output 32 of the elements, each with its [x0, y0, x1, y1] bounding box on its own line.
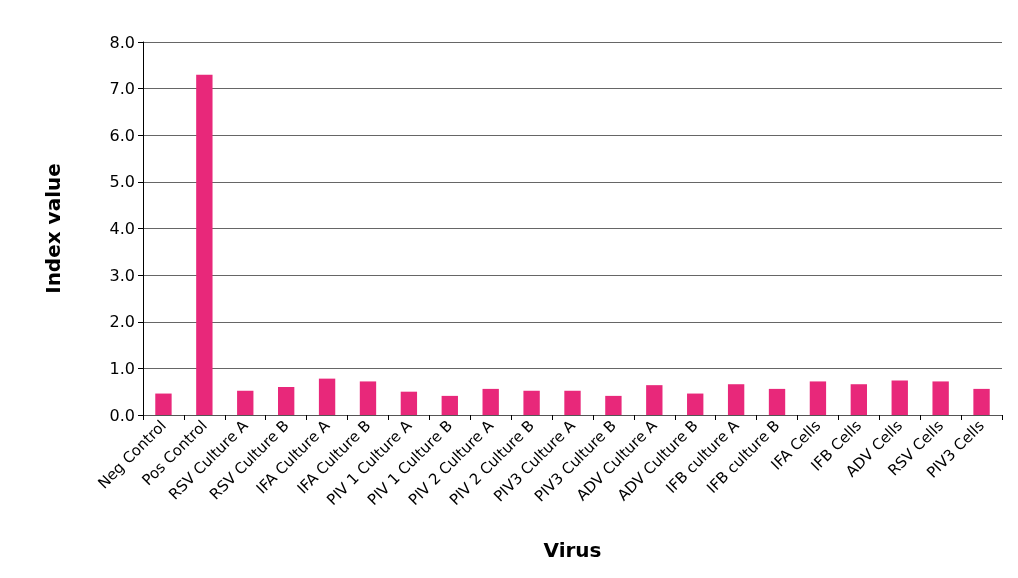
- bar: [809, 381, 827, 415]
- bar: [400, 391, 418, 415]
- y-tick-label: 5.0: [109, 172, 135, 192]
- bar: [482, 388, 499, 415]
- bar: [318, 378, 336, 415]
- bar: [932, 381, 949, 415]
- bar: [605, 395, 622, 415]
- bar: [850, 384, 868, 415]
- bar: [441, 395, 458, 415]
- bar: [564, 390, 581, 415]
- y-axis-title: Index value: [41, 163, 65, 294]
- bar: [973, 388, 990, 415]
- bar: [359, 381, 377, 415]
- y-tick-label: 8.0: [109, 32, 135, 52]
- y-tick-label: 2.0: [109, 312, 135, 332]
- y-tick-label: 0.0: [109, 405, 135, 425]
- bar: [687, 393, 704, 415]
- y-tick-label: 4.0: [109, 219, 135, 238]
- bar: [277, 387, 295, 415]
- bar: [523, 390, 540, 415]
- bar: [891, 380, 908, 415]
- bar: [768, 388, 786, 415]
- y-tick-label: 6.0: [109, 125, 135, 145]
- x-axis-title: Virus: [543, 538, 602, 562]
- bar: [727, 384, 745, 415]
- bar: [196, 74, 213, 415]
- y-tick-label: 3.0: [109, 265, 135, 285]
- y-tick-label: 7.0: [109, 79, 135, 99]
- bar: [155, 393, 172, 415]
- y-tick-label: 1.0: [109, 358, 135, 378]
- bar: [646, 385, 663, 415]
- bar: [237, 390, 254, 415]
